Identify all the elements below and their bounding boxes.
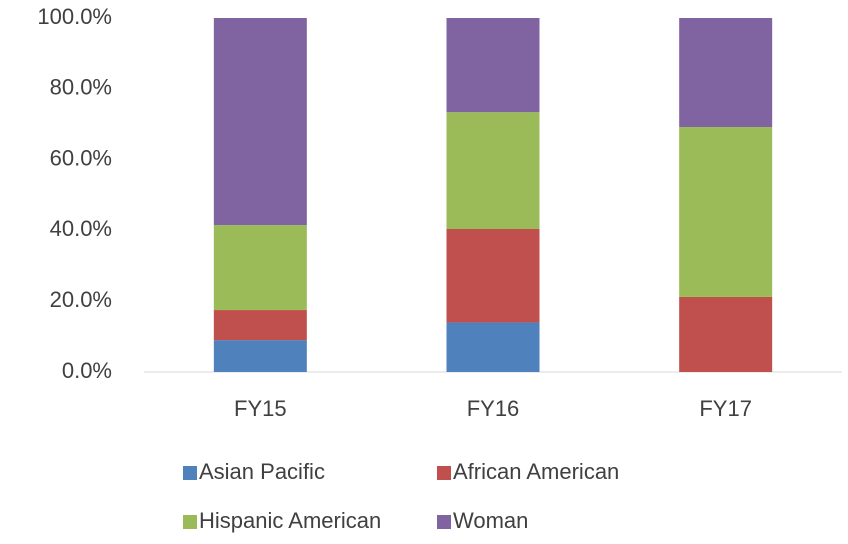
y-tick-label: 80.0%	[50, 75, 112, 100]
y-tick-label: 40.0%	[50, 216, 112, 241]
y-tick-label: 100.0%	[37, 4, 112, 29]
bar-segment	[679, 296, 773, 372]
legend-label: Asian Pacific	[199, 459, 325, 484]
y-tick-label: 0.0%	[62, 358, 112, 383]
bar-segment	[213, 18, 307, 226]
legend-label: Hispanic American	[199, 508, 381, 533]
legend-label: Woman	[453, 508, 528, 533]
legend-swatch	[437, 466, 451, 480]
x-tick-label: FY15	[234, 396, 287, 421]
legend-label: African American	[453, 459, 619, 484]
bar-segment	[446, 18, 540, 113]
bar-segment	[213, 310, 307, 341]
bar-segment	[679, 18, 773, 128]
y-tick-label: 20.0%	[50, 287, 112, 312]
bar-segment	[213, 340, 307, 372]
x-tick-label: FY17	[699, 396, 752, 421]
legend-swatch	[437, 515, 451, 529]
legend-swatch	[183, 515, 197, 529]
bar-segment	[446, 228, 540, 323]
bar-segment	[446, 322, 540, 372]
bar-segment	[679, 127, 773, 297]
x-tick-label: FY16	[467, 396, 520, 421]
bar-segment	[446, 112, 540, 229]
y-tick-label: 60.0%	[50, 145, 112, 170]
bar-segment	[213, 225, 307, 311]
legend-swatch	[183, 466, 197, 480]
